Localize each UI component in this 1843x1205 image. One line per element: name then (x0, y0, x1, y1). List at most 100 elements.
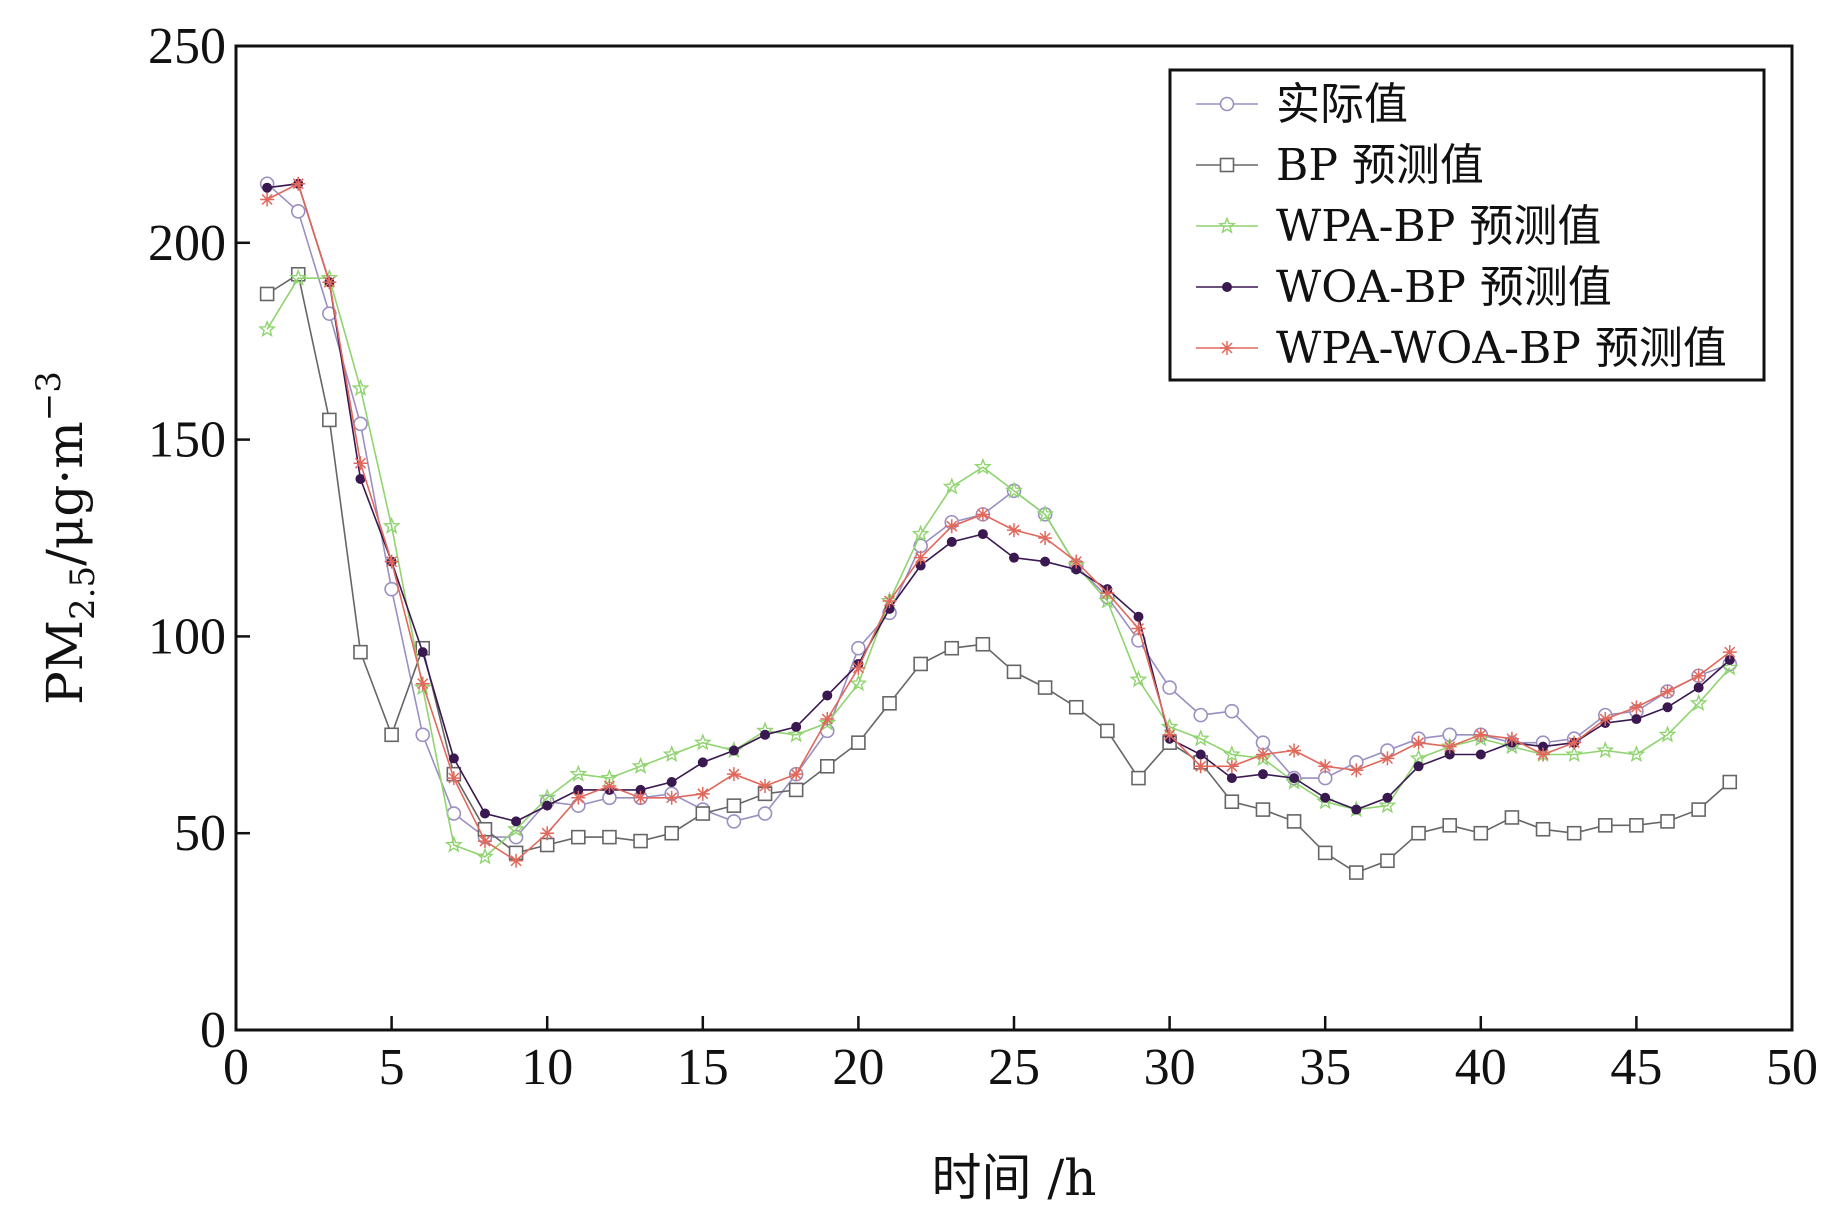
data-point (571, 829, 586, 845)
data-point (322, 412, 337, 428)
data-point (540, 826, 555, 841)
data-point (1285, 772, 1304, 790)
data-point (1473, 727, 1488, 742)
data-point (382, 516, 401, 534)
data-point (633, 790, 648, 805)
data-point (602, 778, 617, 793)
data-point (353, 644, 368, 660)
legend-marker (1219, 157, 1235, 173)
data-point (1222, 745, 1241, 763)
data-point (1289, 773, 1300, 784)
data-point (757, 806, 773, 821)
data-point (1597, 818, 1613, 833)
data-point (946, 536, 957, 547)
y-axis-title: PM2.5/μg·m−3 (29, 371, 103, 705)
data-point (1535, 821, 1551, 837)
data-point (1565, 745, 1584, 763)
data-point (913, 538, 928, 554)
data-point (1193, 707, 1209, 723)
data-point (1100, 723, 1115, 739)
data-point (1224, 703, 1240, 719)
data-point (1691, 802, 1706, 817)
data-point (758, 778, 773, 793)
legend-item: 实际值 (1196, 79, 1408, 130)
legend-label: 实际值 (1276, 79, 1408, 130)
y-tick-label: 50 (174, 805, 226, 862)
legend-frame (1168, 68, 1766, 382)
data-point (539, 837, 555, 853)
legend-label: WPA-BP 预测值 (1276, 201, 1601, 252)
data-point (477, 821, 493, 837)
data-point (475, 847, 494, 865)
data-point (882, 696, 897, 711)
data-point (1007, 523, 1021, 538)
y-tick-label: 200 (148, 215, 226, 272)
legend-label: WPA-WOA-BP 预测值 (1276, 323, 1727, 374)
data-point (1040, 556, 1051, 567)
data-point (291, 176, 306, 191)
data-point (1191, 729, 1210, 747)
data-point (1224, 759, 1239, 774)
data-point (695, 786, 710, 801)
data-point (1131, 770, 1146, 786)
data-point (1627, 745, 1646, 763)
data-point (695, 806, 711, 821)
data-point (1005, 481, 1023, 499)
data-point (851, 640, 866, 656)
data-point (262, 182, 273, 193)
data-point (787, 725, 806, 743)
data-point (975, 507, 990, 522)
data-point (1036, 504, 1055, 523)
data-point (1411, 735, 1426, 750)
series-line (267, 182, 1731, 823)
data-point (1691, 668, 1706, 683)
data-point (1255, 747, 1270, 762)
data-point (446, 771, 461, 786)
data-point (1442, 818, 1457, 833)
legend-label: BP 预测值 (1276, 140, 1484, 191)
data-point (1317, 770, 1333, 786)
data-point (1722, 774, 1738, 790)
y-tick-label: 0 (200, 1002, 226, 1059)
y-tick-label: 150 (148, 412, 226, 469)
data-point (259, 286, 275, 302)
data-point (913, 550, 928, 565)
data-point (666, 777, 677, 788)
legend-item: BP 预测值 (1196, 140, 1484, 191)
data-point (1349, 865, 1364, 880)
data-point (289, 268, 308, 286)
data-point (1473, 825, 1489, 841)
data-point (384, 581, 399, 597)
data-point (355, 473, 366, 484)
legend-marker (1220, 341, 1234, 355)
data-point (975, 636, 991, 652)
data-point (851, 660, 866, 675)
data-point (1255, 802, 1271, 817)
axis-ticks: 0 5 10 15 20 25 30 35 40 45 50 0 50 100 150 200 250 (148, 18, 1818, 1096)
data-point (849, 674, 868, 692)
data-point (820, 712, 835, 727)
data-point (1224, 794, 1240, 810)
x-tick-label: 40 (1455, 1039, 1507, 1096)
data-point (290, 204, 306, 219)
x-axis-title: 时间 /h (932, 1149, 1097, 1205)
data-point (602, 829, 617, 845)
data-point (1629, 818, 1644, 833)
data-point (851, 735, 866, 750)
x-tick-label: 45 (1610, 1039, 1662, 1096)
data-point (818, 713, 837, 731)
data-point (417, 647, 428, 658)
legend-marker (1222, 282, 1232, 292)
data-point (662, 745, 681, 763)
data-point (1693, 682, 1704, 693)
x-tick-label: 15 (677, 1039, 729, 1096)
data-point (1226, 773, 1237, 784)
data-point (1567, 735, 1582, 750)
data-point (260, 192, 275, 207)
data-point (760, 729, 771, 740)
data-point (1255, 735, 1271, 750)
data-point (1689, 693, 1708, 712)
data-point (1129, 670, 1148, 688)
data-point (911, 524, 930, 542)
legend-marker (1218, 216, 1236, 234)
